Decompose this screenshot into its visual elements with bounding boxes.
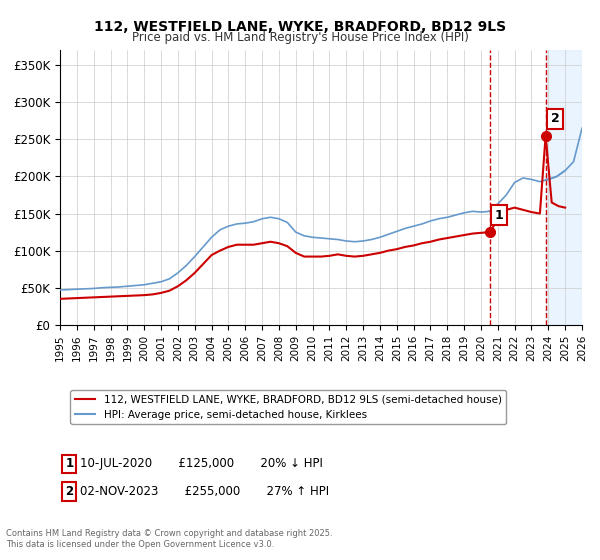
Text: 1: 1 — [495, 209, 503, 222]
Text: 2: 2 — [551, 113, 559, 125]
Text: 2: 2 — [65, 485, 73, 498]
Text: 10-JUL-2020       £125,000       20% ↓ HPI: 10-JUL-2020 £125,000 20% ↓ HPI — [65, 458, 323, 470]
Text: Contains HM Land Registry data © Crown copyright and database right 2025.
This d: Contains HM Land Registry data © Crown c… — [6, 529, 332, 549]
Text: 112, WESTFIELD LANE, WYKE, BRADFORD, BD12 9LS: 112, WESTFIELD LANE, WYKE, BRADFORD, BD1… — [94, 20, 506, 34]
Text: 1: 1 — [65, 458, 73, 470]
Text: Price paid vs. HM Land Registry's House Price Index (HPI): Price paid vs. HM Land Registry's House … — [131, 31, 469, 44]
Text: 02-NOV-2023       £255,000       27% ↑ HPI: 02-NOV-2023 £255,000 27% ↑ HPI — [65, 485, 329, 498]
Bar — [545, 50, 582, 325]
Legend: 112, WESTFIELD LANE, WYKE, BRADFORD, BD12 9LS (semi-detached house), HPI: Averag: 112, WESTFIELD LANE, WYKE, BRADFORD, BD1… — [70, 390, 506, 424]
